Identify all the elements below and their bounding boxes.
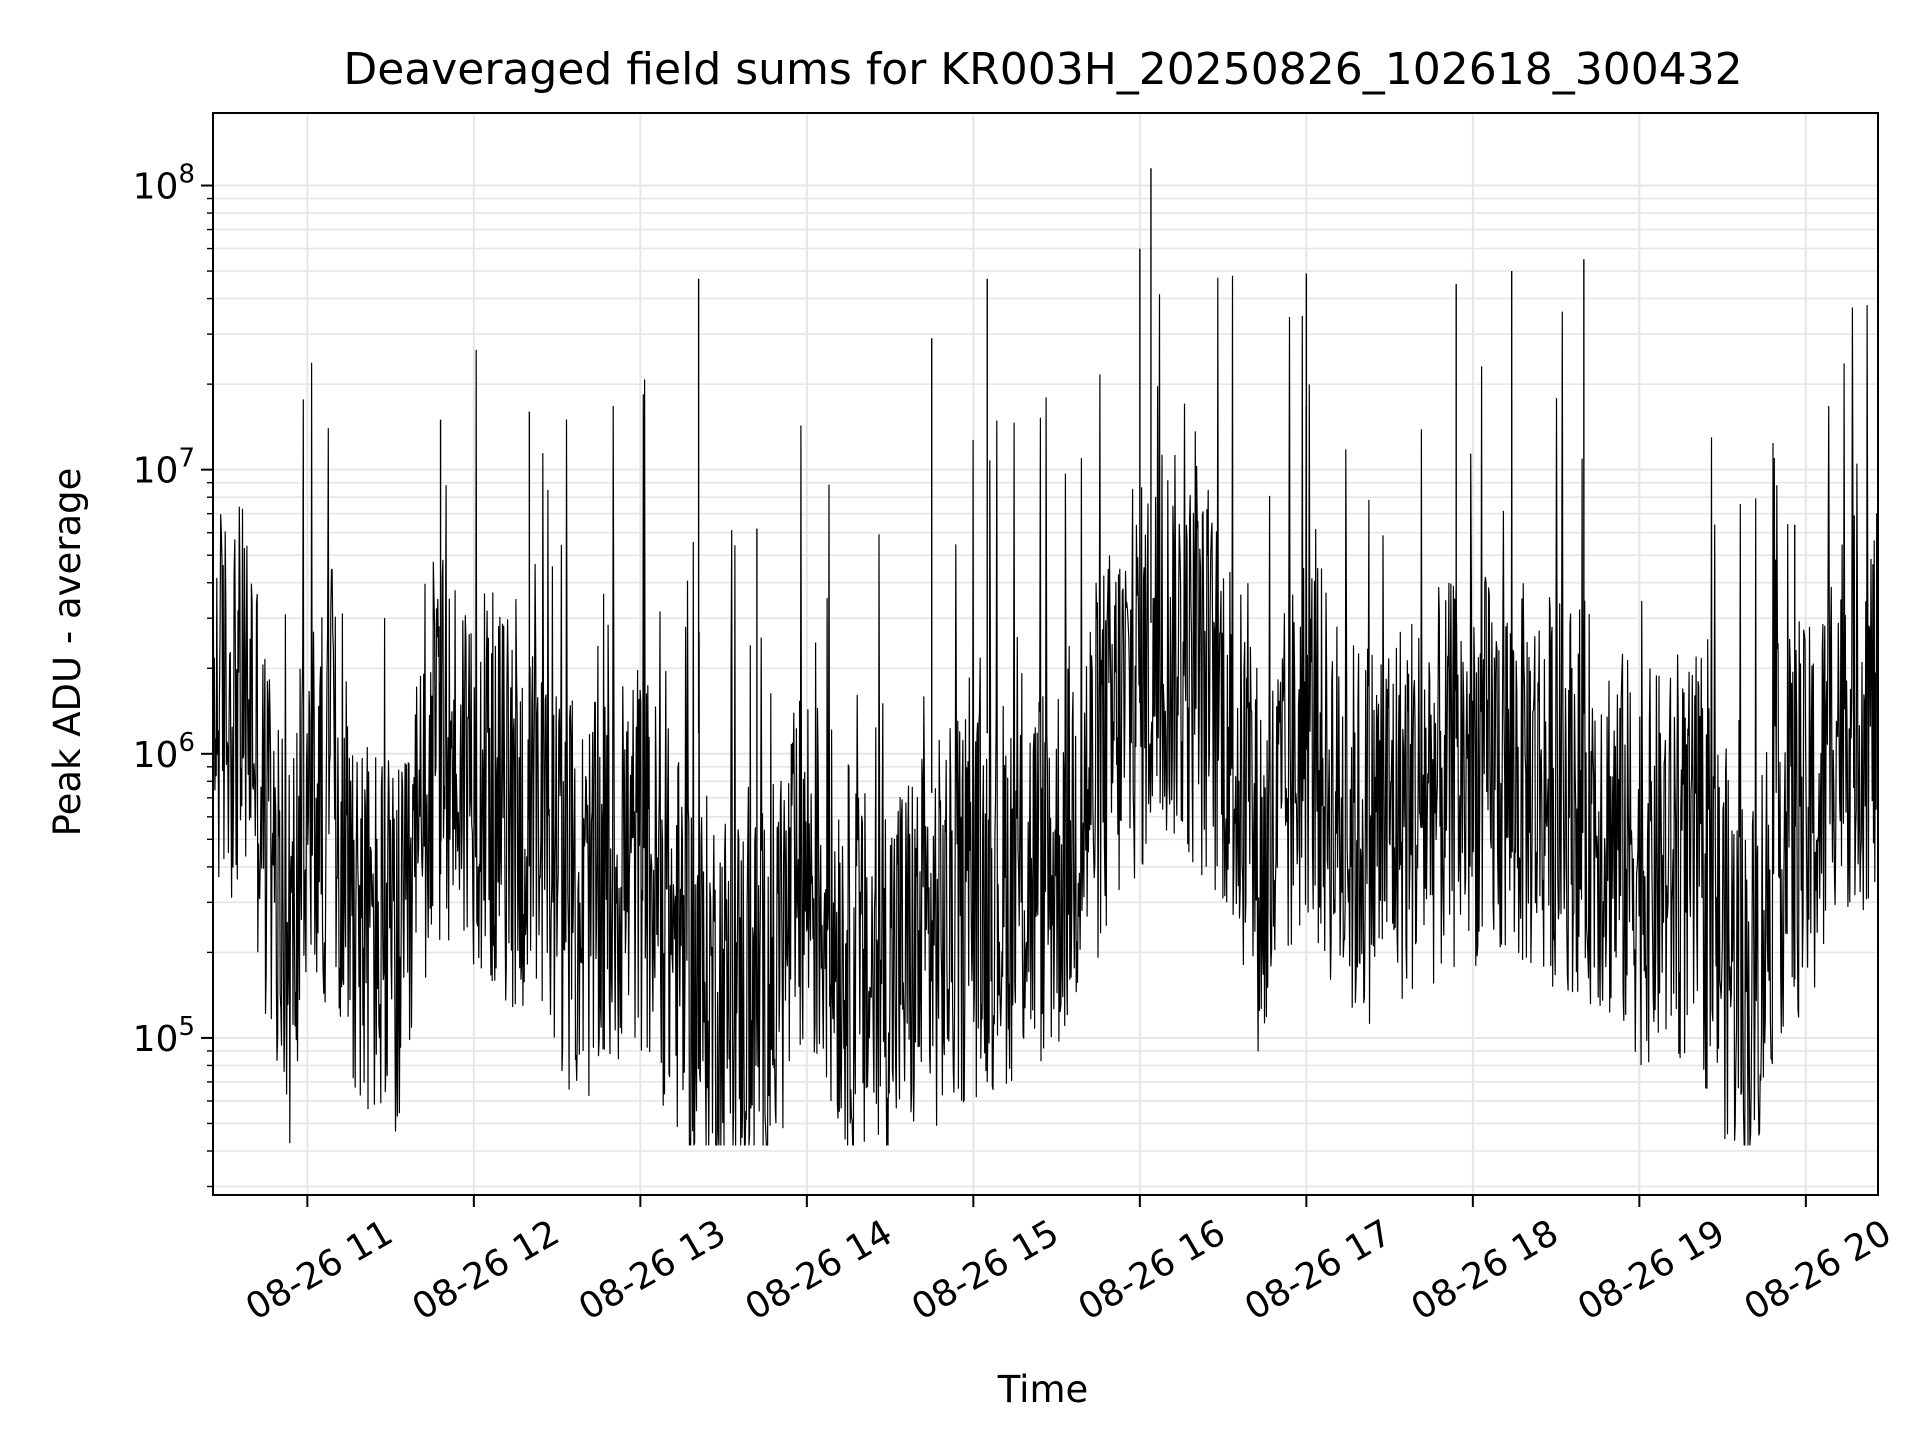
y-tick-base: 10 [133,167,179,208]
y-tick-base: 10 [133,735,179,776]
y-tick-label: 105 [133,1012,195,1060]
plot-frame [212,112,1879,1196]
x-axis-label: Time [997,1368,1089,1411]
y-tick-base: 10 [133,451,179,492]
y-axis-label: Peak ADU - average [46,468,89,837]
y-tick-exponent: 6 [178,728,195,758]
y-tick-exponent: 5 [178,1012,195,1042]
y-tick-label: 106 [133,728,195,776]
y-tick-exponent: 8 [178,160,195,190]
y-tick-exponent: 7 [178,444,195,474]
y-tick-label: 107 [133,444,195,492]
series-line [212,275,1879,1146]
y-tick-label: 108 [133,160,195,208]
chart-title: Deaveraged field sums for KR003H_2025082… [343,44,1742,95]
y-tick-base: 10 [133,1019,179,1060]
series-layer [212,168,1879,1146]
